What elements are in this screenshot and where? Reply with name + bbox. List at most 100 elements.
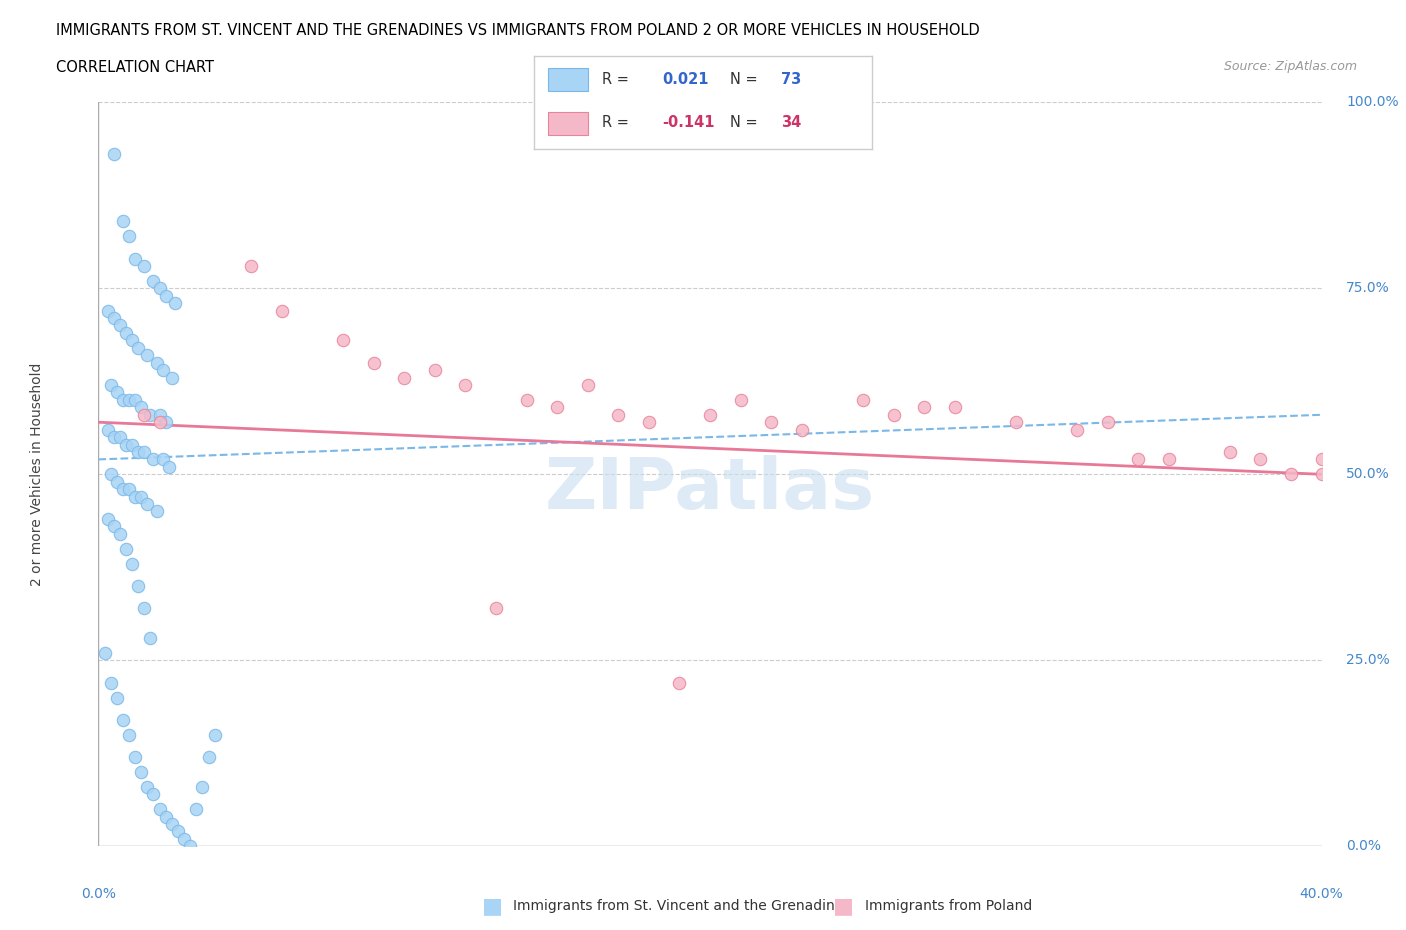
Point xyxy=(103,147,125,162)
Point xyxy=(179,839,201,854)
Point xyxy=(155,415,177,430)
Bar xyxy=(548,112,588,135)
Point xyxy=(1004,415,1026,430)
Point xyxy=(124,489,146,504)
Point xyxy=(167,824,190,839)
Point xyxy=(124,392,146,407)
Text: ■: ■ xyxy=(482,896,502,916)
Point xyxy=(134,601,156,616)
Text: 0.0%: 0.0% xyxy=(82,887,115,901)
Text: 100.0%: 100.0% xyxy=(1346,95,1399,110)
Point xyxy=(1310,467,1333,482)
Point xyxy=(93,645,115,660)
Point xyxy=(163,296,186,311)
Point xyxy=(142,452,165,467)
Text: 2 or more Vehicles in Household: 2 or more Vehicles in Household xyxy=(31,363,44,586)
Text: 50.0%: 50.0% xyxy=(1346,467,1391,482)
Point xyxy=(127,445,149,459)
Point xyxy=(129,400,152,415)
Point xyxy=(127,340,149,355)
Point xyxy=(108,430,131,445)
Point xyxy=(191,779,214,794)
Point xyxy=(139,631,162,645)
Bar xyxy=(548,68,588,91)
Point xyxy=(160,817,183,831)
Point xyxy=(127,578,149,593)
Text: 40.0%: 40.0% xyxy=(1299,887,1344,901)
Point xyxy=(121,437,143,452)
Point xyxy=(103,311,125,325)
Point xyxy=(204,727,226,742)
Text: 73: 73 xyxy=(780,72,801,86)
Point xyxy=(454,378,477,392)
Point xyxy=(392,370,416,385)
Text: N =: N = xyxy=(730,72,762,86)
Point xyxy=(108,526,131,541)
Point xyxy=(129,489,152,504)
Point xyxy=(1250,452,1272,467)
Text: 0.021: 0.021 xyxy=(662,72,709,86)
Point xyxy=(134,445,156,459)
Point xyxy=(637,415,661,430)
Point xyxy=(136,779,159,794)
Point xyxy=(790,422,813,437)
Point xyxy=(111,712,134,727)
Point xyxy=(1128,452,1150,467)
Text: R =: R = xyxy=(602,72,633,86)
Text: 34: 34 xyxy=(780,115,801,130)
Point xyxy=(173,831,195,846)
Point xyxy=(115,437,138,452)
Point xyxy=(118,482,141,497)
Point xyxy=(121,556,143,571)
Point xyxy=(1157,452,1180,467)
Point xyxy=(607,407,630,422)
Point xyxy=(240,259,263,273)
Point xyxy=(105,385,128,400)
Point xyxy=(912,400,935,415)
Point xyxy=(485,601,508,616)
Point xyxy=(100,675,122,690)
Point xyxy=(270,303,294,318)
Point xyxy=(699,407,721,422)
Point xyxy=(118,727,141,742)
Point xyxy=(145,504,167,519)
Point xyxy=(1310,452,1333,467)
Text: Source: ZipAtlas.com: Source: ZipAtlas.com xyxy=(1223,60,1357,73)
Point xyxy=(668,675,690,690)
Text: Immigrants from Poland: Immigrants from Poland xyxy=(865,898,1032,913)
Point xyxy=(1097,415,1119,430)
Point xyxy=(152,452,174,467)
Point xyxy=(115,541,138,556)
Point xyxy=(149,415,172,430)
Point xyxy=(129,764,152,779)
Point xyxy=(149,407,172,422)
Point xyxy=(761,415,783,430)
Point xyxy=(118,392,141,407)
Point xyxy=(105,474,128,489)
Text: Immigrants from St. Vincent and the Grenadines: Immigrants from St. Vincent and the Gren… xyxy=(513,898,851,913)
Point xyxy=(1066,422,1088,437)
Text: N =: N = xyxy=(730,115,762,130)
Text: 75.0%: 75.0% xyxy=(1346,281,1391,296)
Point xyxy=(155,288,177,303)
Text: -0.141: -0.141 xyxy=(662,115,716,130)
Point xyxy=(136,348,159,363)
Point xyxy=(943,400,966,415)
Point xyxy=(111,392,134,407)
Point xyxy=(186,802,208,817)
Point xyxy=(142,787,165,802)
Text: IMMIGRANTS FROM ST. VINCENT AND THE GRENADINES VS IMMIGRANTS FROM POLAND 2 OR MO: IMMIGRANTS FROM ST. VINCENT AND THE GREN… xyxy=(56,23,980,38)
Point xyxy=(124,750,146,764)
Point xyxy=(121,333,143,348)
Text: CORRELATION CHART: CORRELATION CHART xyxy=(56,60,214,75)
Point xyxy=(423,363,446,378)
Point xyxy=(516,392,538,407)
Point xyxy=(160,370,183,385)
Point xyxy=(363,355,385,370)
Point xyxy=(157,459,180,474)
Point xyxy=(97,512,120,526)
Point xyxy=(103,519,125,534)
Text: ZIPatlas: ZIPatlas xyxy=(546,455,875,524)
Point xyxy=(100,467,122,482)
Point xyxy=(105,690,128,705)
